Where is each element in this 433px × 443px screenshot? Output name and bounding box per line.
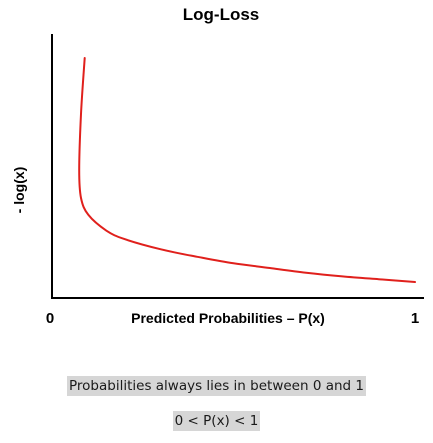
chart-title: Log-Loss [183, 5, 260, 24]
log-loss-curve-0 [78, 57, 416, 283]
probability-range-note: Probabilities always lies in between 0 a… [0, 376, 433, 396]
probability-inequality-note: 0 < P(x) < 1 [0, 411, 433, 431]
probability-range-note-text: Probabilities always lies in between 0 a… [67, 376, 366, 396]
x-axis-label: Predicted Probabilities – P(x) [131, 310, 325, 326]
x-tick-label-1: 1 [411, 310, 419, 327]
series-group [78, 57, 416, 283]
probability-inequality-note-text: 0 < P(x) < 1 [172, 411, 261, 431]
x-tick-label-0: 0 [46, 310, 54, 327]
y-axis-label: - log(x) [11, 167, 27, 214]
